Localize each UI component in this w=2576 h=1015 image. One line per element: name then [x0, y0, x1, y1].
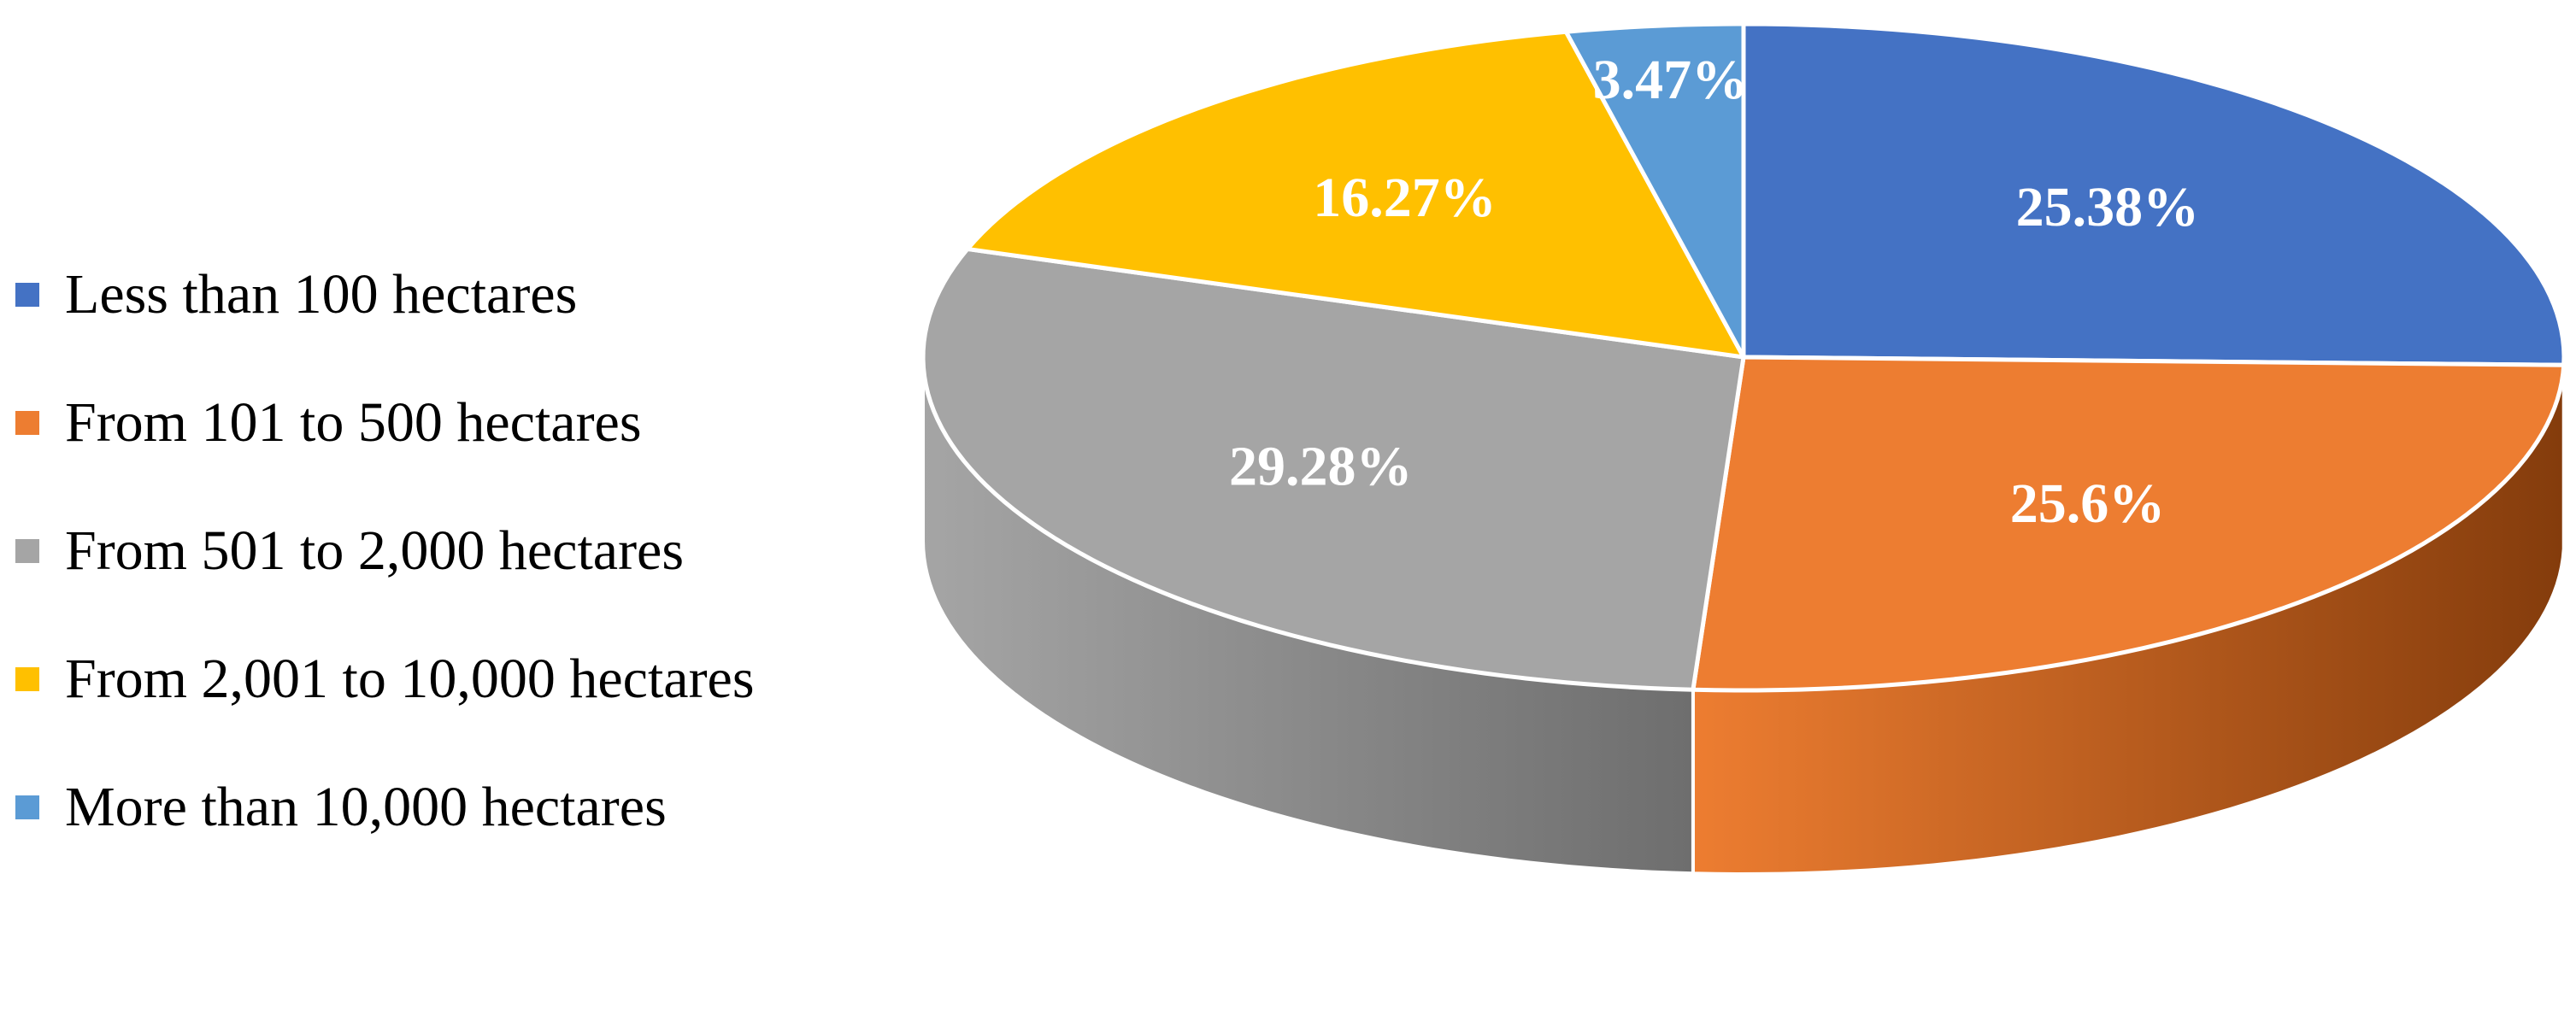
- legend-item-more-than-10000: More than 10,000 hectares: [15, 743, 921, 871]
- pie-slice-more-than-10-000-hectares: [1563, 21, 1746, 360]
- legend-swatch-101-to-500: [15, 411, 39, 435]
- data-label-from-101-to-500-hectares: 25.6%: [2010, 472, 2166, 535]
- pie-top-faces: [920, 21, 2567, 693]
- pie-slice-from-501-to-2-000-hectares: [920, 246, 1746, 692]
- legend-item-501-to-2000: From 501 to 2,000 hectares: [15, 487, 921, 615]
- legend-swatch-2001-to-10000: [15, 667, 39, 691]
- legend-label-501-to-2000: From 501 to 2,000 hectares: [65, 519, 685, 582]
- pie-slice-from-2-001-to-10-000-hectares: [965, 29, 1746, 360]
- legend-label-101-to-500: From 101 to 500 hectares: [65, 391, 642, 454]
- legend-item-101-to-500: From 101 to 500 hectares: [15, 359, 921, 487]
- chart-legend: Less than 100 hectares From 101 to 500 h…: [15, 231, 921, 871]
- data-label-more-than-10-000-hectares: 3.47%: [1593, 49, 1749, 111]
- legend-item-2001-to-10000: From 2,001 to 10,000 hectares: [15, 615, 921, 743]
- pie-slice-less-than-100-hectares: [1741, 21, 2567, 367]
- legend-swatch-more-than-10000: [15, 795, 39, 819]
- legend-label-2001-to-10000: From 2,001 to 10,000 hectares: [65, 648, 755, 710]
- legend-item-less-than-100: Less than 100 hectares: [15, 231, 921, 359]
- legend-swatch-501-to-2000: [15, 539, 39, 563]
- data-label-from-501-to-2-000-hectares: 29.28%: [1229, 436, 1413, 498]
- legend-label-more-than-10000: More than 10,000 hectares: [65, 776, 667, 838]
- pie-slice-from-101-to-500-hectares: [1691, 355, 2567, 693]
- data-label-from-2-001-to-10-000-hectares: 16.27%: [1313, 167, 1497, 229]
- pie-data-labels: 25.38% 25.6% 29.28% 16.27% 3.47%: [1229, 49, 2199, 535]
- legend-swatch-less-than-100: [15, 283, 39, 307]
- legend-label-less-than-100: Less than 100 hectares: [65, 263, 578, 326]
- data-label-less-than-100-hectares: 25.38%: [2016, 176, 2200, 238]
